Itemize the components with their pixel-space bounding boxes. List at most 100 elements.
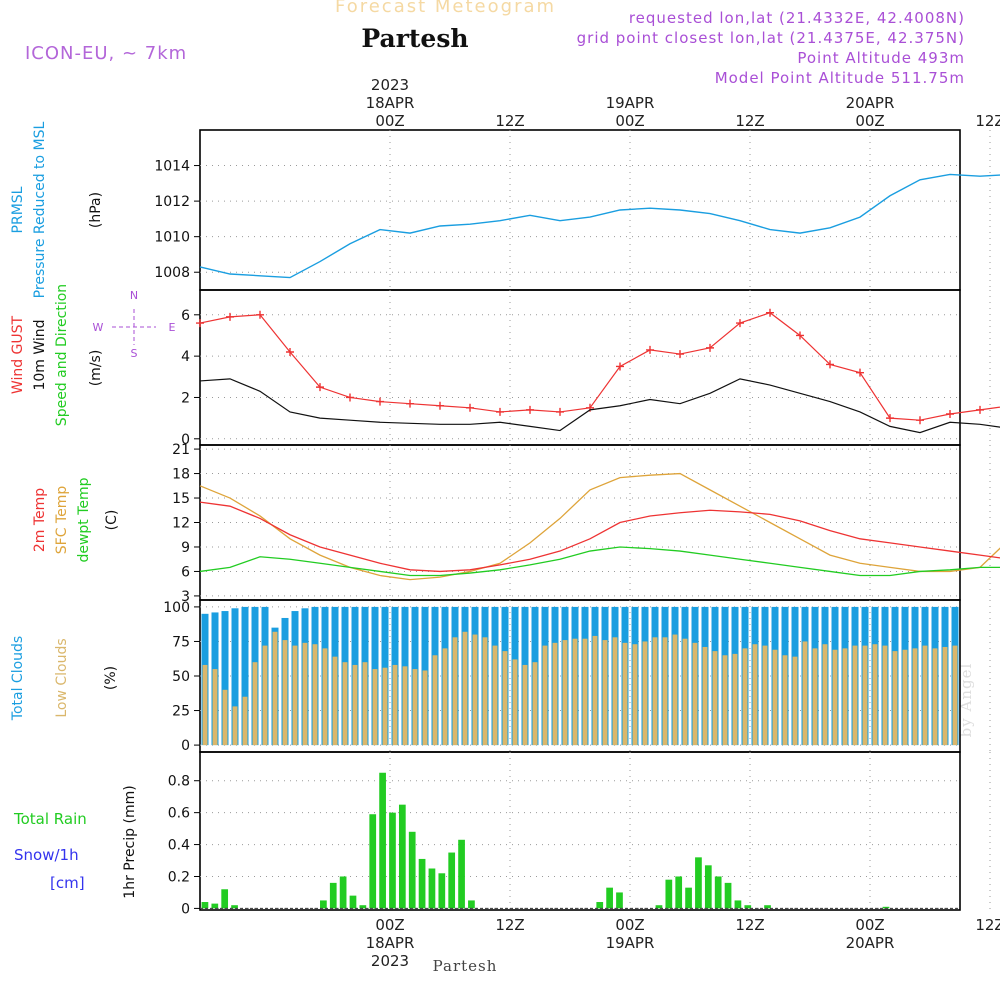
model-label: ICON-EU, ~ 7km (25, 43, 188, 64)
low-clouds-label: Low Clouds (54, 638, 70, 717)
low-cloud-bar (652, 637, 658, 746)
gust-marker (256, 310, 264, 319)
gust-marker (676, 350, 684, 359)
gust-marker (436, 401, 444, 410)
low-cloud-bar (742, 648, 748, 746)
bottom-time-label: 18APR (366, 934, 415, 952)
low-cloud-bar (332, 656, 338, 746)
y-tick-label: 2 (181, 390, 190, 406)
gust-marker (856, 368, 864, 377)
gust-marker (556, 407, 564, 416)
low-cloud-bar (242, 696, 248, 746)
low-cloud-bar (622, 642, 628, 746)
gust-marker (196, 319, 204, 328)
y-tick-label: 21 (172, 442, 190, 458)
gust-marker (526, 405, 534, 414)
direction-label: Speed and Direction (54, 284, 70, 426)
temp2m-label: 2m Temp (32, 488, 48, 552)
low-cloud-bar (572, 638, 578, 746)
model-altitude: Model Point Altitude 511.75m (714, 69, 965, 87)
low-cloud-bar (352, 664, 358, 746)
rain-bar (329, 882, 337, 909)
low-cloud-bar (462, 631, 468, 746)
rain-bar (398, 804, 406, 909)
low-cloud-bar (212, 669, 218, 746)
low-cloud-bar (292, 645, 298, 746)
low-cloud-bar (272, 631, 278, 746)
gust-marker (826, 360, 834, 369)
compass-west: W (93, 321, 104, 334)
low-cloud-bar (892, 651, 898, 746)
top-time-label: 00Z (855, 112, 884, 130)
compass-east: E (169, 321, 176, 334)
low-cloud-bar (382, 667, 388, 746)
low-cloud-bar (402, 666, 408, 746)
low-cloud-bar (922, 645, 928, 746)
gust-marker (976, 405, 984, 414)
rain-bar (704, 865, 712, 909)
low-cloud-bar (762, 645, 768, 746)
low-cloud-bar (682, 638, 688, 746)
rain-bar (744, 905, 752, 909)
rain-bar (468, 900, 475, 909)
bottom-time-label: 2023 (371, 952, 409, 970)
gust-marker (706, 343, 714, 352)
low-cloud-bar (282, 640, 288, 746)
top-time-label: 20APR (846, 94, 895, 112)
low-cloud-bar (422, 670, 428, 746)
gust-marker (316, 383, 324, 392)
rain-bar (359, 905, 367, 909)
pressure-unit: (hPa) (88, 192, 104, 228)
rain-bar (724, 882, 732, 909)
low-cloud-bar (452, 637, 458, 746)
rain-bar (616, 892, 623, 909)
wind-line (199, 378, 1000, 434)
top-time-label: 12Z (975, 112, 1000, 130)
compass-north: N (130, 289, 138, 302)
requested-lonlat: requested lon,lat (21.4332E, 42.4008N) (628, 9, 965, 27)
low-cloud-bar (222, 689, 228, 746)
precip-unit: 1hr Precip (mm) (122, 785, 138, 898)
low-cloud-bar (492, 645, 498, 746)
low-cloud-bar (322, 648, 328, 746)
gust-marker (466, 403, 474, 412)
low-cloud-bar (522, 664, 528, 746)
sfc-label: SFC Temp (54, 486, 70, 555)
y-tick-label: 3 (181, 589, 190, 605)
rain-bar (221, 889, 229, 909)
y-tick-label: 25 (172, 704, 190, 720)
compass-south: S (131, 347, 138, 360)
panel-frame (199, 289, 961, 446)
low-cloud-bar (642, 641, 648, 746)
point-altitude: Point Altitude 493m (797, 49, 965, 67)
low-cloud-bar (342, 662, 348, 746)
low-cloud-bar (952, 645, 958, 746)
rain-bar (596, 902, 604, 909)
rain-bar (714, 876, 722, 909)
low-cloud-bar (442, 648, 448, 746)
rain-bar (408, 831, 416, 909)
chart-subtitle: Forecast Meteogram (335, 0, 557, 17)
low-cloud-bar (722, 655, 728, 746)
y-tick-label: 12 (172, 516, 190, 532)
bottom-time-label: 00Z (615, 916, 644, 934)
y-tick-label: 4 (181, 349, 190, 365)
low-cloud-bar (542, 645, 548, 746)
y-tick-label: 0 (181, 738, 190, 754)
gust-marker (796, 331, 804, 340)
y-tick-label: 0.6 (168, 806, 190, 822)
y-tick-label: 0.8 (168, 774, 190, 790)
gust-marker (496, 407, 504, 416)
rain-bar (379, 772, 386, 909)
low-cloud-bar (712, 651, 718, 746)
low-cloud-bar (202, 664, 208, 746)
low-cloud-bar (872, 644, 878, 746)
y-tick-label: 6 (181, 564, 190, 580)
dewpt-label: dewpt Temp (76, 477, 92, 562)
bottom-time-label: 12Z (735, 916, 764, 934)
rain-bar (606, 887, 613, 909)
low-cloud-bar (782, 655, 788, 746)
low-cloud-bar (472, 634, 478, 746)
rain-bar (675, 876, 683, 909)
low-cloud-bar (552, 642, 558, 746)
